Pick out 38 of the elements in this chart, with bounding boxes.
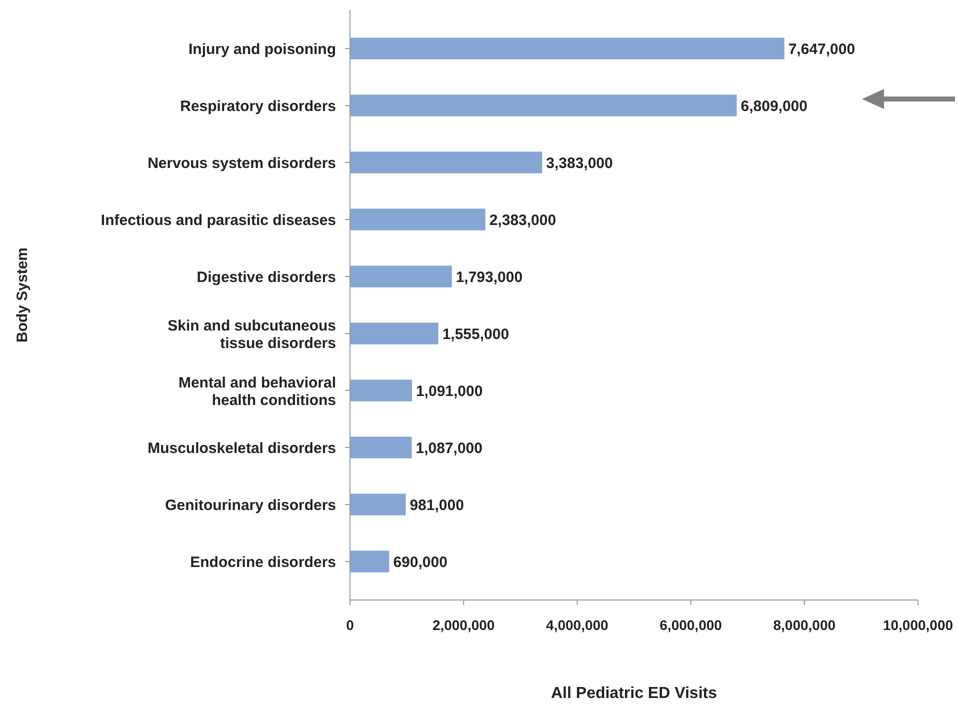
data-label: 1,087,000 bbox=[416, 440, 482, 457]
bar bbox=[350, 494, 406, 516]
y-tick-label: Injury and poisoning bbox=[188, 40, 336, 58]
x-tick-label: 4,000,000 bbox=[546, 617, 609, 633]
y-axis-title: Body System bbox=[14, 247, 31, 343]
data-label: 2,383,000 bbox=[489, 212, 556, 229]
data-label: 1,091,000 bbox=[416, 382, 483, 400]
data-label: 7,647,000 bbox=[788, 40, 856, 58]
bar bbox=[350, 380, 412, 402]
y-tick-label: Endocrine disorders bbox=[190, 554, 336, 571]
bar bbox=[350, 94, 737, 116]
x-tick-label: 6,000,000 bbox=[660, 617, 722, 633]
y-tick-label: Genitourinary disorders bbox=[165, 496, 336, 514]
y-tick-label: Infectious and parasitic diseases bbox=[100, 212, 336, 229]
bar bbox=[350, 550, 390, 572]
bar bbox=[350, 208, 486, 230]
y-tick-label: Skin and subcutaneous tissue disorders bbox=[168, 318, 336, 352]
bar bbox=[350, 436, 412, 458]
bar bbox=[350, 266, 452, 288]
y-tick-label: Nervous system disorders bbox=[148, 154, 336, 172]
data-label: 690,000 bbox=[393, 554, 448, 571]
y-tick-label: Respiratory disorders bbox=[180, 98, 336, 115]
data-label: 981,000 bbox=[410, 496, 464, 514]
x-tick-label: 2,000,000 bbox=[432, 617, 495, 633]
x-tick-label: 8,000,000 bbox=[773, 617, 836, 633]
bar bbox=[350, 38, 784, 60]
bar bbox=[350, 322, 438, 344]
data-label: 1,555,000 bbox=[442, 326, 510, 343]
x-axis-title: All Pediatric ED Visits bbox=[551, 685, 718, 702]
data-label: 3,383,000 bbox=[546, 154, 613, 172]
x-tick-label: 0 bbox=[346, 617, 354, 633]
y-tick-label: Musculoskeletal disorders bbox=[148, 440, 336, 457]
bar bbox=[350, 152, 542, 174]
data-label: 1,793,000 bbox=[456, 268, 523, 286]
data-label: 6,809,000 bbox=[740, 98, 808, 115]
y-tick-label: Digestive disorders bbox=[196, 268, 336, 286]
x-tick-label: 10,000,000 bbox=[882, 617, 954, 633]
y-tick-label: Mental and behavioral health conditions bbox=[178, 374, 336, 409]
